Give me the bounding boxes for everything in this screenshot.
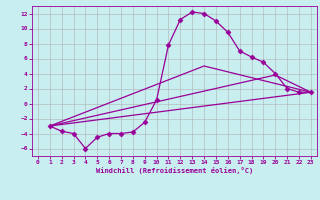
X-axis label: Windchill (Refroidissement éolien,°C): Windchill (Refroidissement éolien,°C): [96, 167, 253, 174]
